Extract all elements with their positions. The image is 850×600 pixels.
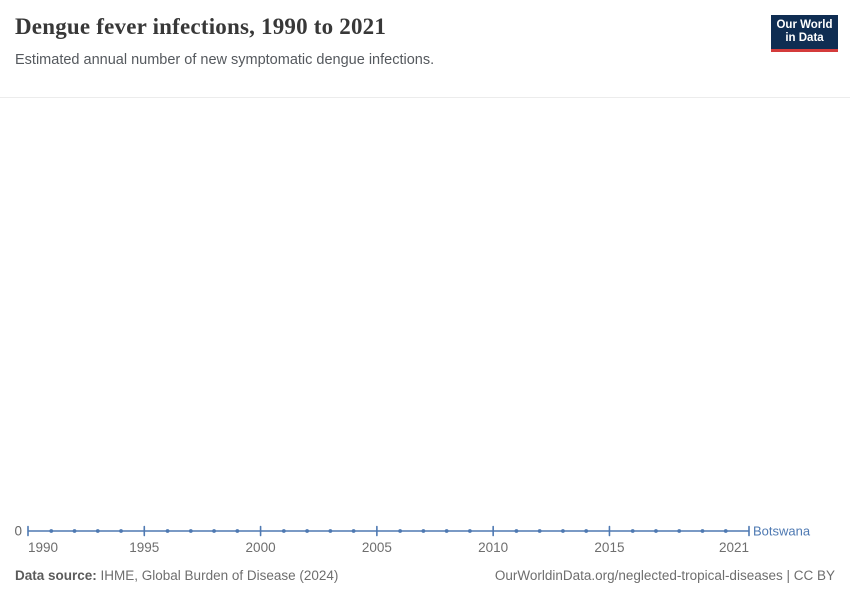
data-point — [305, 529, 309, 533]
data-point — [654, 529, 658, 533]
data-point — [700, 529, 705, 533]
data-point — [72, 529, 77, 533]
data-point — [95, 529, 100, 533]
data-point — [165, 529, 170, 533]
y-tick-label: 0 — [14, 524, 22, 539]
data-point — [444, 529, 449, 533]
data-point — [328, 529, 333, 533]
data-point — [351, 529, 356, 533]
data-source-label: Data source: — [15, 568, 97, 583]
data-point — [630, 529, 635, 533]
entity-label[interactable]: Botswana — [753, 524, 811, 539]
data-point — [212, 529, 216, 533]
x-tick-label: 2010 — [478, 540, 508, 555]
data-point — [561, 529, 565, 533]
owid-logo-line2: in Data — [785, 32, 824, 44]
attribution: OurWorldinData.org/neglected-tropical-di… — [494, 568, 835, 583]
data-point — [281, 529, 286, 533]
data-point — [421, 529, 426, 533]
x-tick-label: 1990 — [28, 540, 58, 555]
owid-logo[interactable]: Our World in Data — [771, 15, 838, 52]
data-point — [537, 529, 542, 533]
header-separator — [0, 97, 850, 98]
chart-title: Dengue fever infections, 1990 to 2021 — [15, 14, 387, 39]
data-point — [514, 529, 519, 533]
x-tick-label: 1995 — [129, 540, 159, 555]
data-point — [49, 529, 54, 533]
data-point — [584, 529, 589, 533]
data-point — [677, 529, 682, 533]
data-source: Data source: IHME, Global Burden of Dise… — [15, 568, 338, 583]
x-tick-label: 2005 — [362, 540, 392, 555]
data-point — [468, 529, 472, 533]
data-source-text: IHME, Global Burden of Disease (2024) — [96, 568, 339, 583]
owid-logo-line1: Our World — [776, 19, 833, 31]
x-tick-label: 2015 — [594, 540, 624, 555]
data-point — [119, 529, 123, 533]
x-tick-label: 2000 — [246, 540, 276, 555]
data-point — [188, 529, 193, 533]
data-point — [723, 529, 728, 533]
x-tick-label: 2021 — [719, 540, 749, 555]
data-point — [398, 529, 403, 533]
plot-area: 1990 1995 2000 2005 2010 2015 2021 0 Botswana — [14, 524, 811, 556]
chart-subtitle: Estimated annual number of new symptomat… — [15, 52, 435, 68]
data-point — [235, 529, 240, 533]
